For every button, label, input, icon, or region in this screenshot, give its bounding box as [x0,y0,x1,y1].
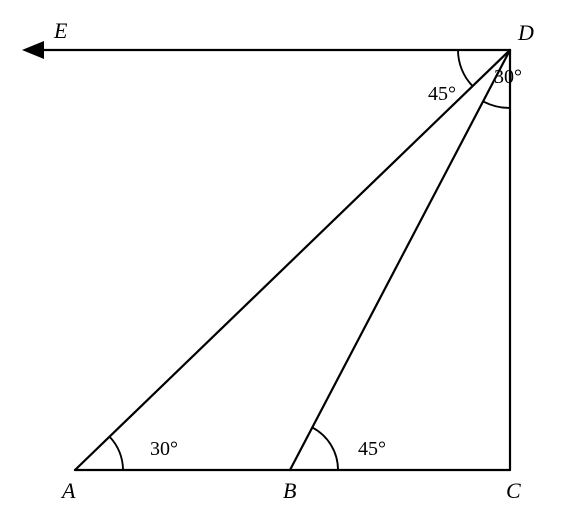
angle-arc-D-2 [458,50,473,86]
angle-arc-B-1 [312,427,338,470]
angle-label-D-2: 45° [428,83,456,105]
point-label-A: A [60,478,76,503]
angle-label-A-0: 30° [150,438,178,460]
angle-arc-A-0 [110,437,123,470]
angle-arcs [110,50,510,470]
point-label-B: B [283,478,296,503]
segment-BD [290,50,510,470]
ray-arrowhead [22,41,44,59]
point-label-C: C [506,478,521,503]
angle-arc-D-3 [483,101,510,108]
angle-labels: 30° 45° 45° 30° [150,66,522,460]
angle-label-B-1: 45° [358,438,386,460]
point-label-E: E [53,18,68,43]
segment-AD [75,50,510,470]
angle-label-D-3: 30° [494,66,522,88]
arrowhead-icon [22,41,44,59]
geometry-diagram: 30° 45° 45° 30° A B C D E [0,0,569,528]
point-label-D: D [517,20,534,45]
line-segments [40,50,510,470]
